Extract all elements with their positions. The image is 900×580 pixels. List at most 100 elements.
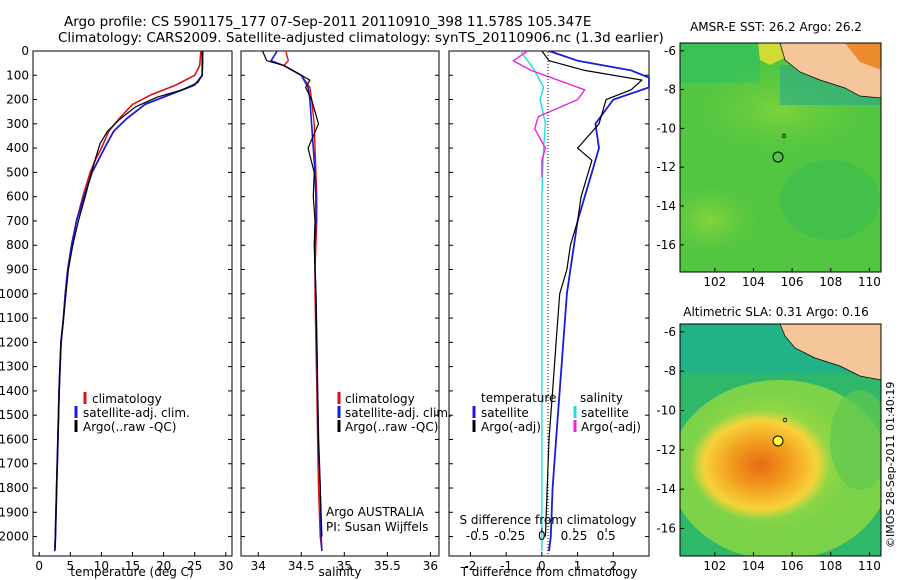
argo-pi-label: PI: Susan Wijffels [326, 520, 428, 534]
sla-map-title: Altimetric SLA: 0.31 Argo: 0.16 [683, 305, 868, 319]
legend-title-temperature: temperature [481, 391, 556, 405]
series-line-2 [261, 50, 323, 537]
legend-label-s-argo: Argo(-adj) [581, 420, 641, 434]
y-tick-label: 1100 [0, 311, 29, 325]
x-tick-label: 10 [94, 559, 109, 573]
sla-map-axes: 102 104 106 108 110 -6 -8 -10 -12 -14 -16 [656, 325, 880, 573]
x-tick-label: 106 [781, 559, 804, 573]
difference-top-label: S difference from climatology [460, 513, 637, 527]
sla-island-marker [782, 417, 788, 423]
x-tick-label: 102 [703, 559, 726, 573]
y-tick-label: 800 [6, 238, 29, 252]
legend-label-t-satellite: satellite [481, 406, 529, 420]
y-tick-label: -10 [656, 121, 676, 135]
y-tick-label: -16 [656, 238, 676, 252]
x-tick-label: 104 [742, 275, 765, 289]
sla-map [680, 324, 881, 556]
argo-program-label: Argo AUSTRALIA [326, 505, 425, 519]
sla-high-anomaly [690, 410, 830, 520]
figure-title-line1: Argo profile: CS 5901175_177 07-Sep-2011… [64, 14, 591, 30]
x-tick-label: 20 [156, 559, 171, 573]
temperature-xlabel: temperature (deg C) [70, 565, 193, 579]
y-tick-label: 2000 [0, 530, 29, 544]
y-tick-label: 1600 [0, 432, 29, 446]
sst-hot-corner [845, 43, 881, 70]
series-line-2 [519, 50, 547, 552]
x-tick-label: 34.5 [288, 559, 315, 573]
y-tick-label: 1200 [0, 335, 29, 349]
x-tick-label: 5 [66, 559, 74, 573]
sst-argo-position-marker [772, 151, 784, 163]
y-tick-label: 100 [6, 68, 29, 82]
series-line-2 [54, 51, 204, 549]
figure-title-line2: Climatology: CARS2009. Satellite-adjuste… [58, 30, 664, 46]
x-tick-label: 25 [187, 559, 202, 573]
sst-map-axes: 102 104 106 108 110 -6 -8 -10 -12 -14 -16 [656, 44, 880, 289]
x-tick-label: -1 [500, 559, 512, 573]
x-tick-label: 30 [218, 559, 233, 573]
sst-warm-patch [680, 185, 760, 255]
legend-title-salinity: salinity [580, 391, 623, 405]
sla-argo-position-marker [772, 435, 784, 447]
x-tick-label: 0 [538, 559, 546, 573]
y-tick-label: -12 [656, 160, 676, 174]
x-tick-label: 2 [609, 559, 617, 573]
difference-plot-frame [448, 50, 650, 557]
difference-chart: -2 -1 0 1 2 -0.5 -0.25 0 0.25 0.5 [449, 50, 650, 573]
series-line-3 [512, 50, 586, 178]
y-tick-label: -8 [664, 83, 676, 97]
sla-map-frame [679, 323, 882, 557]
difference-legend: temperature salinity satellite Argo(-adj… [472, 391, 641, 434]
legend-label-s-satellite: satellite [581, 406, 629, 420]
y-tick-label: -16 [656, 521, 676, 535]
legend-label-climatology: climatology [345, 392, 415, 406]
y-tick-label: 1900 [0, 505, 29, 519]
salinity-plot-frame [240, 50, 440, 557]
legend-label-argo: Argo(..raw -QC) [83, 420, 176, 434]
x-tick-label: 110 [858, 559, 881, 573]
legend-label-satellite: satellite-adj. clim. [345, 406, 452, 420]
salinity-legend: climatology satellite-adj. clim. Argo(..… [337, 392, 452, 434]
sst-island-marker [781, 133, 787, 139]
sla-green-patch [830, 390, 881, 490]
x-tick-label: 1 [574, 559, 582, 573]
top-tick-label: 0.5 [597, 529, 616, 543]
sst-map [680, 43, 881, 272]
y-tick-label: -14 [656, 482, 676, 496]
x-tick-label: 102 [703, 275, 726, 289]
x-tick-label: 0 [35, 559, 43, 573]
y-tick-label: 500 [6, 165, 29, 179]
series-line-1 [541, 50, 643, 537]
top-tick-label: -0.5 [466, 529, 489, 543]
y-tick-label: -12 [656, 443, 676, 457]
java-landmass [779, 43, 881, 99]
x-tick-label: 15 [125, 559, 140, 573]
y-tick-label: 1500 [0, 408, 29, 422]
top-tick-label: 0 [538, 529, 546, 543]
x-tick-label: 108 [819, 559, 842, 573]
y-tick-label: -10 [656, 404, 676, 418]
legend-label-t-argo: Argo(-adj) [481, 420, 541, 434]
y-tick-label: 200 [6, 93, 29, 107]
temperature-chart: 0 5 10 15 20 25 300100200300400500600700800900… [0, 44, 233, 573]
y-tick-label: -6 [664, 325, 676, 339]
x-tick-label: 36 [423, 559, 438, 573]
y-tick-label: 600 [6, 190, 29, 204]
series-line-0 [54, 50, 202, 552]
y-tick-label: 400 [6, 141, 29, 155]
x-tick-label: 35 [337, 559, 352, 573]
y-tick-label: 1000 [0, 287, 29, 301]
top-tick-label: -0.25 [494, 529, 525, 543]
y-tick-label: 700 [6, 214, 29, 228]
temperature-legend: climatology satellite-adj. clim. Argo(..… [74, 392, 190, 434]
x-tick-label: 110 [858, 275, 881, 289]
sst-map-frame [679, 42, 882, 273]
temperature-plot-frame [32, 50, 233, 557]
y-tick-label: -6 [664, 44, 676, 58]
series-line-0 [548, 50, 650, 552]
legend-label-satellite: satellite-adj. clim. [83, 406, 190, 420]
x-tick-label: 106 [781, 275, 804, 289]
legend-label-argo: Argo(..raw -QC) [345, 420, 438, 434]
sst-map-title: AMSR-E SST: 26.2 Argo: 26.2 [690, 20, 862, 34]
